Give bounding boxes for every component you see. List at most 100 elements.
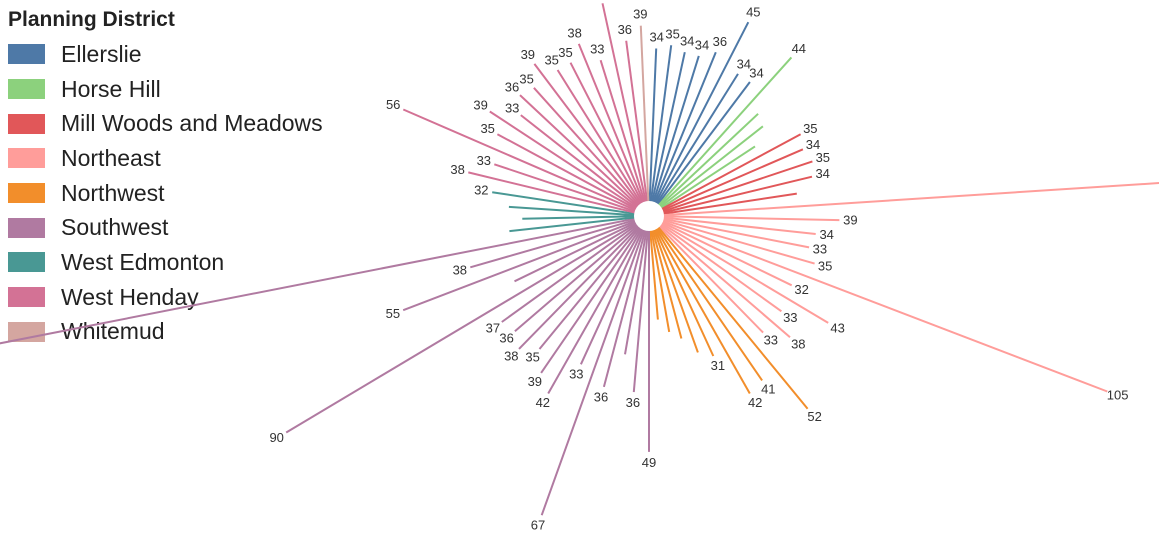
legend-swatch	[8, 252, 45, 273]
bar-mark	[657, 224, 764, 334]
center-hole	[634, 201, 664, 231]
bar-mark	[402, 108, 638, 212]
bar-mark	[659, 222, 782, 313]
data-label: 34	[737, 57, 751, 72]
bar-mark	[652, 51, 717, 205]
data-label: 39	[528, 374, 542, 389]
data-label: 44	[792, 41, 806, 56]
bar-mark	[522, 215, 637, 220]
legend-items: Ellerslie Horse Hill Mill Woods and Meadow…	[8, 37, 323, 349]
data-label: 35	[480, 121, 494, 136]
bar-mark	[648, 48, 658, 204]
data-label: 36	[505, 80, 519, 95]
bar-mark	[650, 51, 686, 204]
bar-mark	[658, 223, 791, 338]
legend-swatch	[8, 44, 45, 65]
data-label: 33	[783, 310, 797, 325]
legend-label: Whitemud	[61, 318, 165, 345]
bar-mark	[577, 43, 646, 205]
bar-mark	[659, 133, 802, 211]
data-label: 32	[474, 183, 488, 198]
legend-item: West Henday	[8, 280, 323, 315]
legend-label: Mill Woods and Meadows	[61, 110, 323, 137]
bars-group	[0, 3, 1159, 516]
data-label: 38	[791, 336, 805, 351]
data-label: 33	[505, 100, 519, 115]
data-label: 35	[544, 53, 558, 68]
legend-label: West Henday	[61, 283, 199, 310]
data-label: 56	[386, 97, 400, 112]
data-label: 38	[567, 26, 581, 41]
legend-swatch	[8, 113, 45, 134]
bar-mark	[285, 221, 639, 434]
bar-mark	[658, 125, 764, 209]
data-label: 55	[386, 306, 400, 321]
legend-item: Horse Hill	[8, 72, 323, 107]
legend-swatch	[8, 287, 45, 308]
data-label: 33	[764, 333, 778, 348]
bar-mark	[653, 227, 715, 357]
bar-mark	[660, 160, 813, 213]
data-label: 35	[816, 150, 830, 165]
data-label: 33	[569, 366, 583, 381]
bar-mark	[519, 94, 641, 208]
data-label: 42	[748, 395, 762, 410]
data-label: 34	[680, 33, 694, 48]
bar-mark	[0, 217, 637, 345]
data-label: 33	[477, 153, 491, 168]
data-label: 35	[803, 121, 817, 136]
data-label: 39	[843, 212, 857, 227]
bar-mark	[651, 228, 683, 339]
legend-label: Southwest	[61, 214, 169, 241]
bar-mark	[639, 25, 650, 204]
data-label: 34	[749, 65, 763, 80]
data-label: 49	[642, 455, 656, 470]
bar-mark	[468, 171, 637, 214]
bar-mark	[657, 113, 759, 208]
bar-mark	[501, 222, 639, 323]
bar-mark	[655, 73, 739, 206]
bar-mark	[556, 69, 643, 206]
bar-mark	[651, 55, 700, 204]
data-label: 35	[519, 72, 533, 87]
bar-mark	[601, 3, 648, 204]
bar-mark	[569, 62, 644, 205]
data-label: 36	[618, 22, 632, 37]
bar-mark	[649, 228, 659, 320]
bar-mark	[654, 21, 750, 205]
data-label: 35	[558, 45, 572, 60]
data-label: 41	[761, 382, 775, 397]
bar-mark	[656, 81, 751, 207]
data-label: 35	[525, 350, 539, 365]
legend-label: Horse Hill	[61, 75, 161, 102]
legend-label: Ellerslie	[61, 40, 142, 67]
bar-mark	[533, 63, 642, 207]
data-label: 34	[649, 30, 663, 45]
data-label: 67	[531, 518, 545, 533]
bar-mark	[656, 56, 793, 207]
bar-mark	[518, 224, 641, 350]
bar-mark	[661, 217, 810, 249]
legend: Planning District Ellerslie Horse Hill Mil…	[8, 8, 323, 349]
legend-swatch	[8, 148, 45, 169]
bar-mark	[652, 227, 699, 353]
bar-mark	[514, 223, 640, 333]
data-label: 36	[713, 34, 727, 49]
bar-mark	[540, 227, 646, 516]
legend-item: Northwest	[8, 176, 323, 211]
bar-mark	[540, 226, 643, 374]
bar-mark	[496, 133, 639, 211]
legend-item: Southwest	[8, 210, 323, 245]
data-label: 34	[695, 37, 709, 52]
data-label: 45	[746, 4, 760, 19]
legend-item: Ellerslie	[8, 37, 323, 72]
bar-mark	[661, 192, 797, 215]
data-label: 38	[453, 262, 467, 277]
data-label: 36	[626, 395, 640, 410]
data-label: 38	[504, 349, 518, 364]
bar-mark	[533, 87, 642, 207]
data-label: 36	[594, 390, 608, 405]
bar-mark	[602, 228, 647, 388]
data-label: 42	[536, 395, 550, 410]
bar-mark	[659, 145, 756, 210]
